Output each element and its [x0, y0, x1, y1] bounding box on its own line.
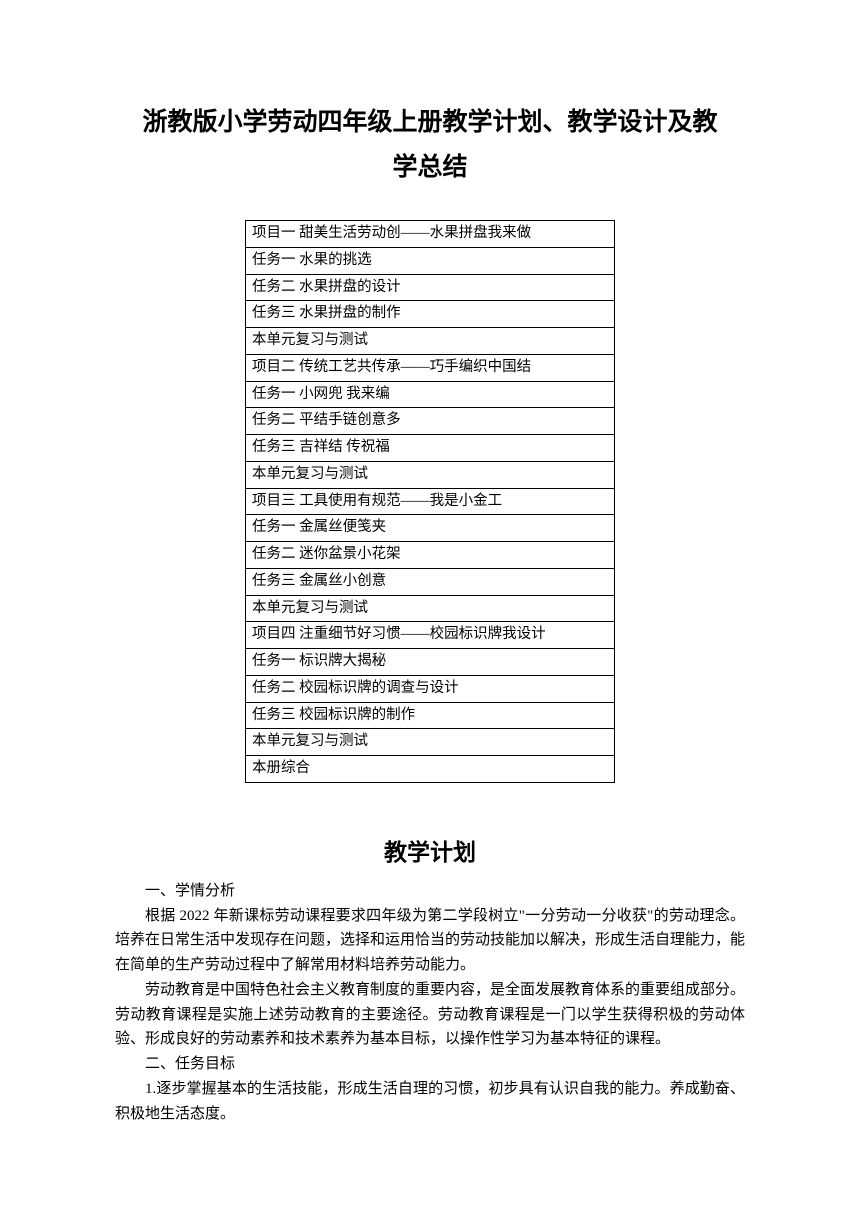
table-row: 任务三 金属丝小创意	[246, 568, 615, 595]
table-row: 项目二 传统工艺共传承——巧手编织中国结	[246, 354, 615, 381]
toc-cell: 项目二 传统工艺共传承——巧手编织中国结	[246, 354, 615, 381]
toc-cell: 任务三 吉祥结 传祝福	[246, 435, 615, 462]
table-row: 本单元复习与测试	[246, 461, 615, 488]
toc-cell: 本单元复习与测试	[246, 729, 615, 756]
toc-cell: 任务三 金属丝小创意	[246, 568, 615, 595]
table-row: 任务二 平结手链创意多	[246, 408, 615, 435]
toc-cell: 项目一 甜美生活劳动创——水果拼盘我来做	[246, 221, 615, 248]
table-row: 任务二 校园标识牌的调查与设计	[246, 675, 615, 702]
table-row: 任务三 校园标识牌的制作	[246, 702, 615, 729]
table-of-contents: 项目一 甜美生活劳动创——水果拼盘我来做 任务一 水果的挑选 任务二 水果拼盘的…	[245, 220, 615, 783]
table-row: 任务三 水果拼盘的制作	[246, 301, 615, 328]
table-row: 项目三 工具使用有规范——我是小金工	[246, 488, 615, 515]
table-row: 本单元复习与测试	[246, 595, 615, 622]
toc-cell: 本册综合	[246, 756, 615, 783]
toc-cell: 任务一 金属丝便笺夹	[246, 515, 615, 542]
table-row: 本单元复习与测试	[246, 729, 615, 756]
paragraph-body: 劳动教育是中国特色社会主义教育制度的重要内容，是全面发展教育体系的重要组成部分。…	[115, 978, 745, 1052]
document-title: 浙教版小学劳动四年级上册教学计划、教学设计及教 学总结	[115, 100, 745, 190]
toc-cell: 项目四 注重细节好习惯——校园标识牌我设计	[246, 622, 615, 649]
title-line-1: 浙教版小学劳动四年级上册教学计划、教学设计及教	[115, 100, 745, 145]
table-row: 项目一 甜美生活劳动创——水果拼盘我来做	[246, 221, 615, 248]
table-row: 任务一 标识牌大揭秘	[246, 649, 615, 676]
table-row: 任务二 迷你盆景小花架	[246, 542, 615, 569]
paragraph-body: 根据 2022 年新课标劳动课程要求四年级为第二学段树立"一分劳动一分收获"的劳…	[115, 904, 745, 978]
toc-cell: 任务二 校园标识牌的调查与设计	[246, 675, 615, 702]
table-row: 任务三 吉祥结 传祝福	[246, 435, 615, 462]
table-row: 任务一 小网兜 我来编	[246, 381, 615, 408]
paragraph-body: 1.逐步掌握基本的生活技能，形成生活自理的习惯，初步具有认识自我的能力。养成勤奋…	[115, 1077, 745, 1127]
toc-cell: 任务一 小网兜 我来编	[246, 381, 615, 408]
toc-cell: 本单元复习与测试	[246, 595, 615, 622]
toc-cell: 任务三 校园标识牌的制作	[246, 702, 615, 729]
toc-cell: 任务一 标识牌大揭秘	[246, 649, 615, 676]
body-content: 一、学情分析 根据 2022 年新课标劳动课程要求四年级为第二学段树立"一分劳动…	[115, 879, 745, 1127]
title-line-2: 学总结	[115, 145, 745, 190]
section-heading: 教学计划	[115, 833, 745, 867]
toc-cell: 任务二 水果拼盘的设计	[246, 274, 615, 301]
paragraph-heading-2: 二、任务目标	[115, 1052, 745, 1077]
toc-cell: 任务一 水果的挑选	[246, 247, 615, 274]
toc-body: 项目一 甜美生活劳动创——水果拼盘我来做 任务一 水果的挑选 任务二 水果拼盘的…	[246, 221, 615, 783]
toc-cell: 任务二 迷你盆景小花架	[246, 542, 615, 569]
table-row: 本册综合	[246, 756, 615, 783]
toc-cell: 本单元复习与测试	[246, 328, 615, 355]
table-row: 任务二 水果拼盘的设计	[246, 274, 615, 301]
table-row: 任务一 水果的挑选	[246, 247, 615, 274]
table-row: 本单元复习与测试	[246, 328, 615, 355]
toc-cell: 项目三 工具使用有规范——我是小金工	[246, 488, 615, 515]
table-row: 项目四 注重细节好习惯——校园标识牌我设计	[246, 622, 615, 649]
paragraph-heading-1: 一、学情分析	[115, 879, 745, 904]
toc-cell: 本单元复习与测试	[246, 461, 615, 488]
toc-cell: 任务二 平结手链创意多	[246, 408, 615, 435]
toc-cell: 任务三 水果拼盘的制作	[246, 301, 615, 328]
table-row: 任务一 金属丝便笺夹	[246, 515, 615, 542]
